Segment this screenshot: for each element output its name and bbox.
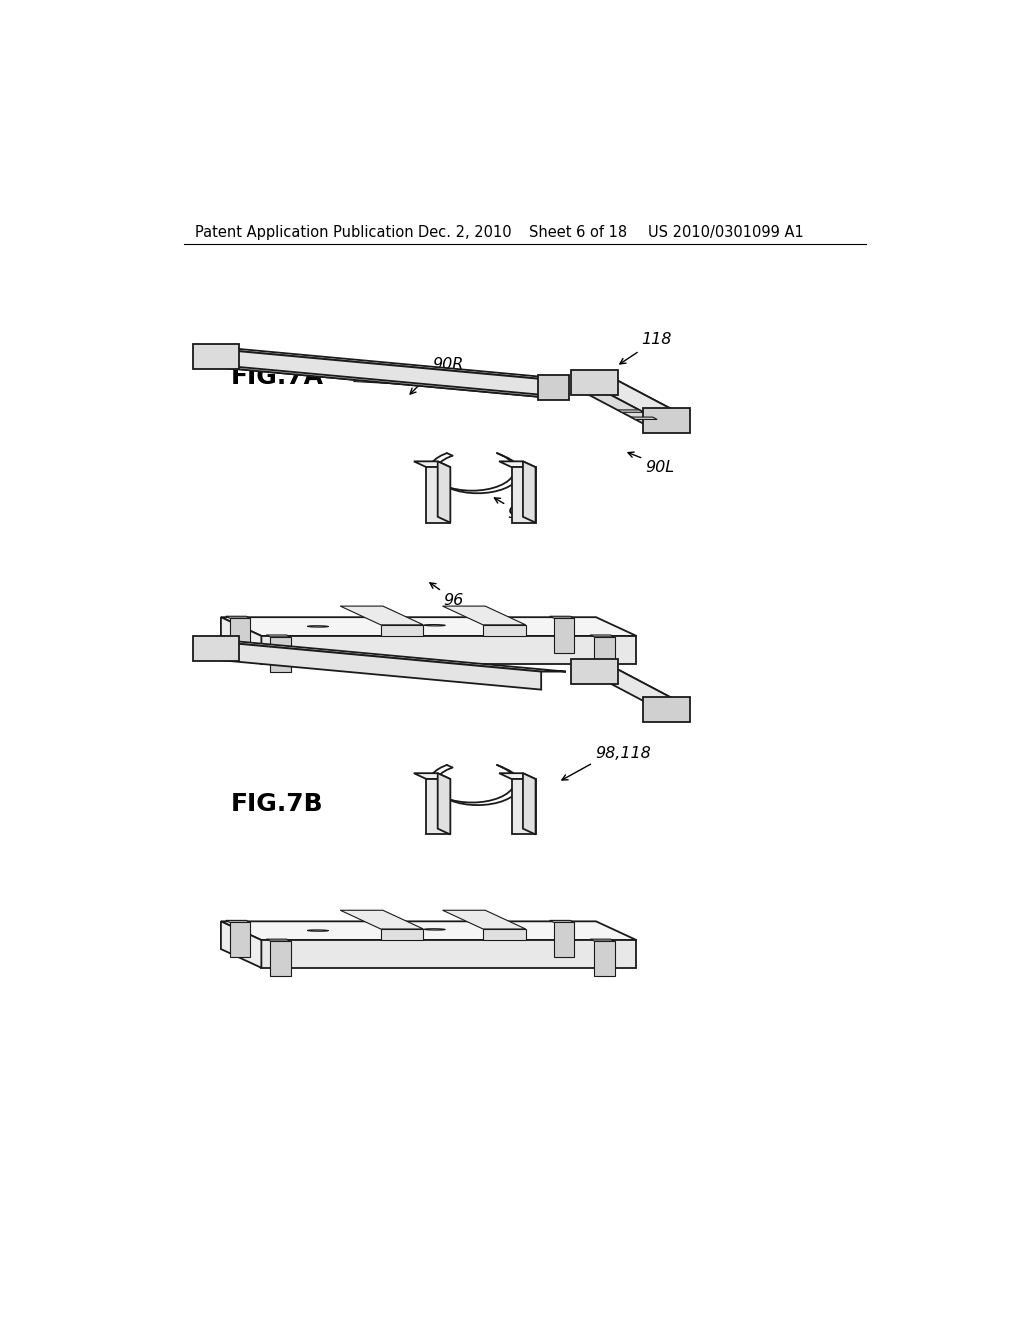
- Polygon shape: [221, 921, 637, 940]
- Polygon shape: [590, 635, 614, 636]
- Text: 118: 118: [641, 333, 672, 347]
- Polygon shape: [204, 348, 541, 397]
- Text: Patent Application Publication: Patent Application Publication: [196, 224, 414, 240]
- Polygon shape: [643, 408, 690, 433]
- Polygon shape: [523, 462, 536, 523]
- Polygon shape: [571, 370, 617, 395]
- Polygon shape: [426, 779, 451, 834]
- Polygon shape: [270, 941, 291, 975]
- Text: 90L: 90L: [645, 461, 674, 475]
- Text: 90R: 90R: [432, 356, 463, 372]
- Polygon shape: [617, 411, 643, 412]
- Text: FIG.7A: FIG.7A: [231, 364, 325, 389]
- Polygon shape: [340, 606, 423, 624]
- Polygon shape: [523, 774, 536, 834]
- Polygon shape: [340, 911, 423, 929]
- Polygon shape: [584, 392, 678, 430]
- Polygon shape: [631, 417, 657, 420]
- Polygon shape: [266, 635, 291, 636]
- Polygon shape: [261, 940, 637, 968]
- Polygon shape: [554, 923, 574, 957]
- Text: Sheet 6 of 18: Sheet 6 of 18: [528, 224, 627, 240]
- Polygon shape: [266, 939, 291, 941]
- Text: 96: 96: [443, 593, 464, 607]
- Polygon shape: [414, 462, 451, 467]
- Polygon shape: [426, 467, 451, 523]
- Polygon shape: [261, 636, 637, 664]
- Polygon shape: [550, 920, 574, 923]
- Polygon shape: [594, 941, 614, 975]
- Text: FIG.7B: FIG.7B: [231, 792, 324, 816]
- Polygon shape: [204, 640, 566, 672]
- Polygon shape: [193, 343, 240, 368]
- Polygon shape: [221, 618, 261, 664]
- Polygon shape: [571, 659, 617, 684]
- Polygon shape: [381, 624, 423, 636]
- Polygon shape: [193, 636, 240, 661]
- Polygon shape: [270, 636, 291, 672]
- Polygon shape: [381, 929, 423, 940]
- Polygon shape: [225, 616, 250, 618]
- Polygon shape: [550, 616, 574, 618]
- Polygon shape: [204, 348, 566, 379]
- Polygon shape: [221, 618, 637, 636]
- Polygon shape: [512, 779, 536, 834]
- Polygon shape: [414, 774, 451, 779]
- Polygon shape: [229, 923, 250, 957]
- Polygon shape: [442, 911, 525, 929]
- Polygon shape: [605, 663, 678, 719]
- Polygon shape: [483, 929, 525, 940]
- Text: 97: 97: [508, 507, 528, 521]
- Polygon shape: [590, 939, 614, 941]
- Polygon shape: [538, 375, 569, 400]
- Polygon shape: [442, 606, 525, 624]
- Polygon shape: [499, 462, 536, 467]
- Polygon shape: [437, 462, 451, 523]
- Polygon shape: [499, 774, 536, 779]
- Polygon shape: [584, 374, 678, 412]
- Polygon shape: [594, 636, 614, 672]
- Polygon shape: [554, 618, 574, 653]
- Polygon shape: [204, 640, 541, 689]
- Polygon shape: [512, 467, 536, 523]
- Polygon shape: [204, 366, 566, 397]
- Polygon shape: [483, 624, 525, 636]
- Polygon shape: [229, 618, 250, 653]
- Polygon shape: [225, 920, 250, 923]
- Text: US 2010/0301099 A1: US 2010/0301099 A1: [648, 224, 804, 240]
- Polygon shape: [584, 663, 678, 701]
- Polygon shape: [605, 374, 678, 430]
- Polygon shape: [643, 697, 690, 722]
- Text: Dec. 2, 2010: Dec. 2, 2010: [418, 224, 511, 240]
- Text: 98,118: 98,118: [595, 746, 651, 760]
- Polygon shape: [221, 921, 261, 968]
- Polygon shape: [437, 774, 451, 834]
